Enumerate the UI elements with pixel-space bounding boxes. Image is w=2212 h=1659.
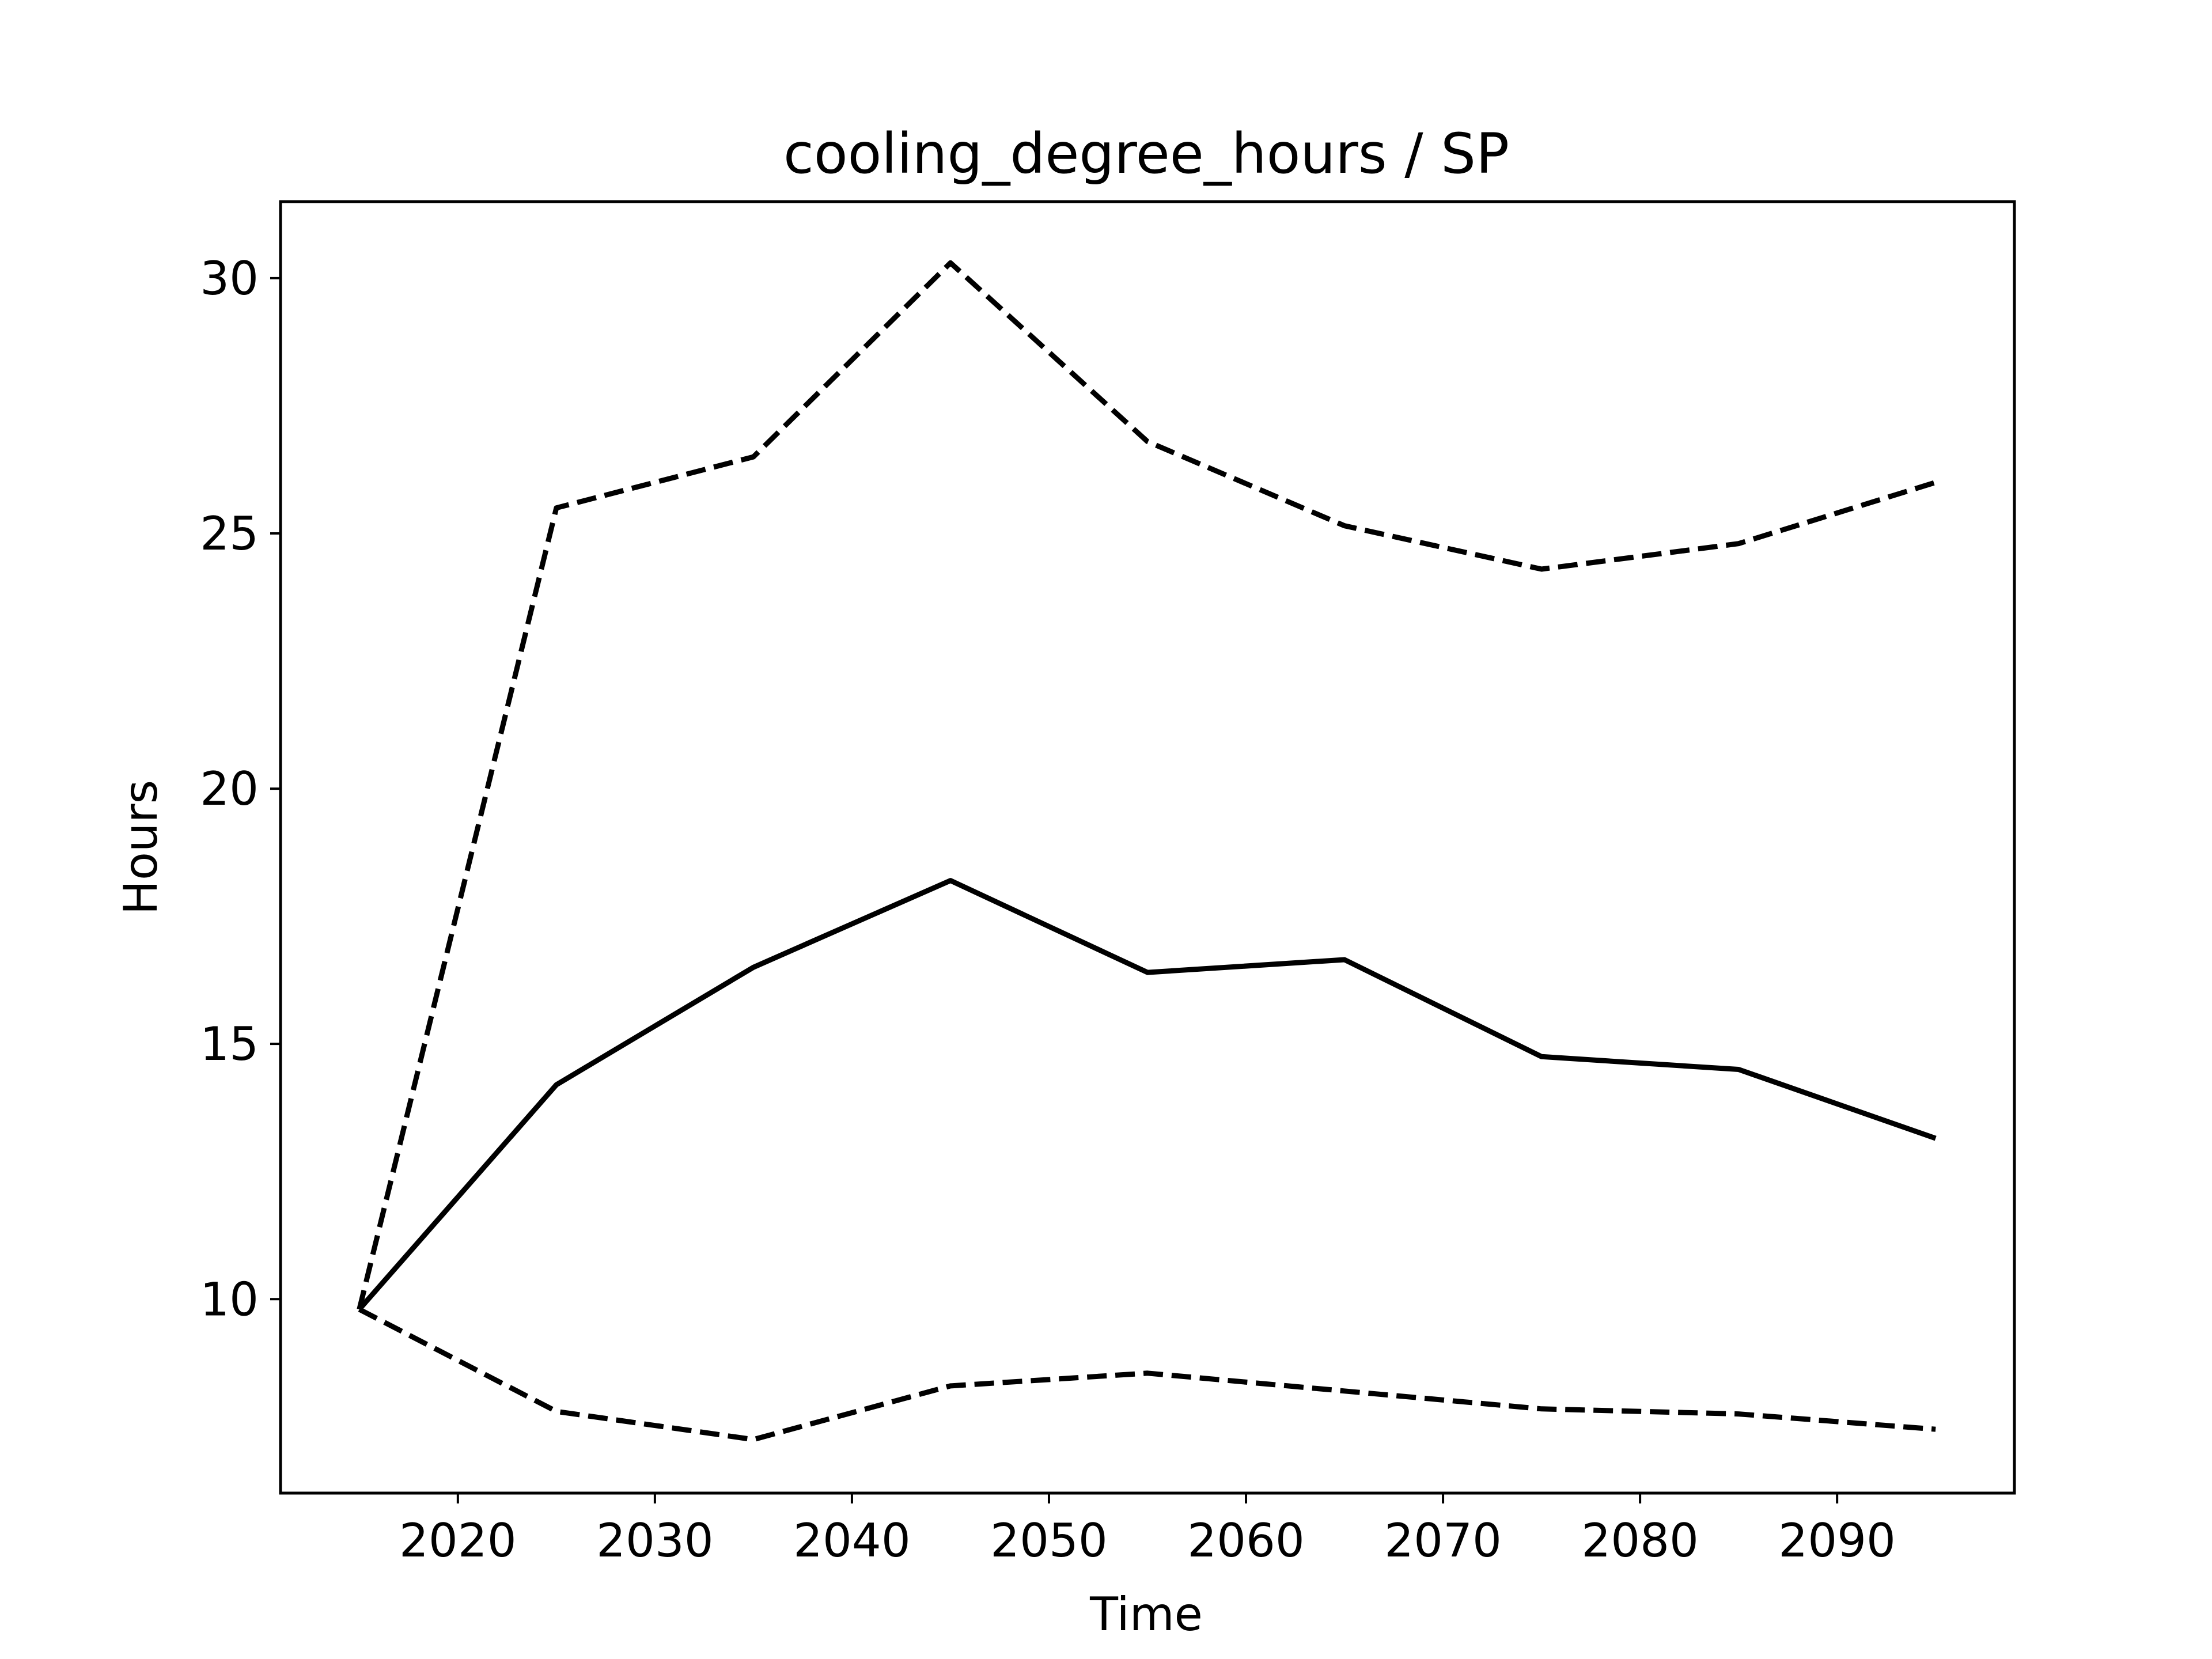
x-tick-label: 2040 — [793, 1514, 911, 1567]
y-tick-label: 15 — [200, 1017, 259, 1071]
x-tick-label: 2020 — [399, 1514, 517, 1567]
plot-frame — [279, 200, 2016, 1495]
y-tick-label: 10 — [200, 1272, 259, 1326]
y-axis-label: Hours — [114, 780, 168, 915]
x-tick-label: 2030 — [596, 1514, 714, 1567]
x-tick-label: 2080 — [1581, 1514, 1699, 1567]
series-line-2 — [357, 260, 1937, 1310]
y-tick-label: 25 — [200, 507, 259, 560]
series-line-1 — [357, 878, 1937, 1311]
x-tick-label: 2090 — [1778, 1514, 1896, 1567]
x-tick-label: 2060 — [1187, 1514, 1305, 1567]
y-tick-label: 20 — [200, 762, 259, 816]
x-axis-label: Time — [1089, 1588, 1203, 1641]
y-tick-label: 30 — [200, 252, 259, 305]
x-axis-ticks: 2020 2030 2040 2050 2060 2070 2080 2090 — [399, 1493, 1896, 1567]
series-layer — [357, 260, 1937, 1442]
x-tick-label: 2050 — [990, 1514, 1108, 1567]
y-axis-ticks: 10 15 20 25 30 — [200, 252, 281, 1326]
series-line-3 — [358, 1307, 1936, 1442]
x-tick-label: 2070 — [1384, 1514, 1502, 1567]
chart-title: cooling_degree_hours / SP — [783, 122, 1509, 186]
